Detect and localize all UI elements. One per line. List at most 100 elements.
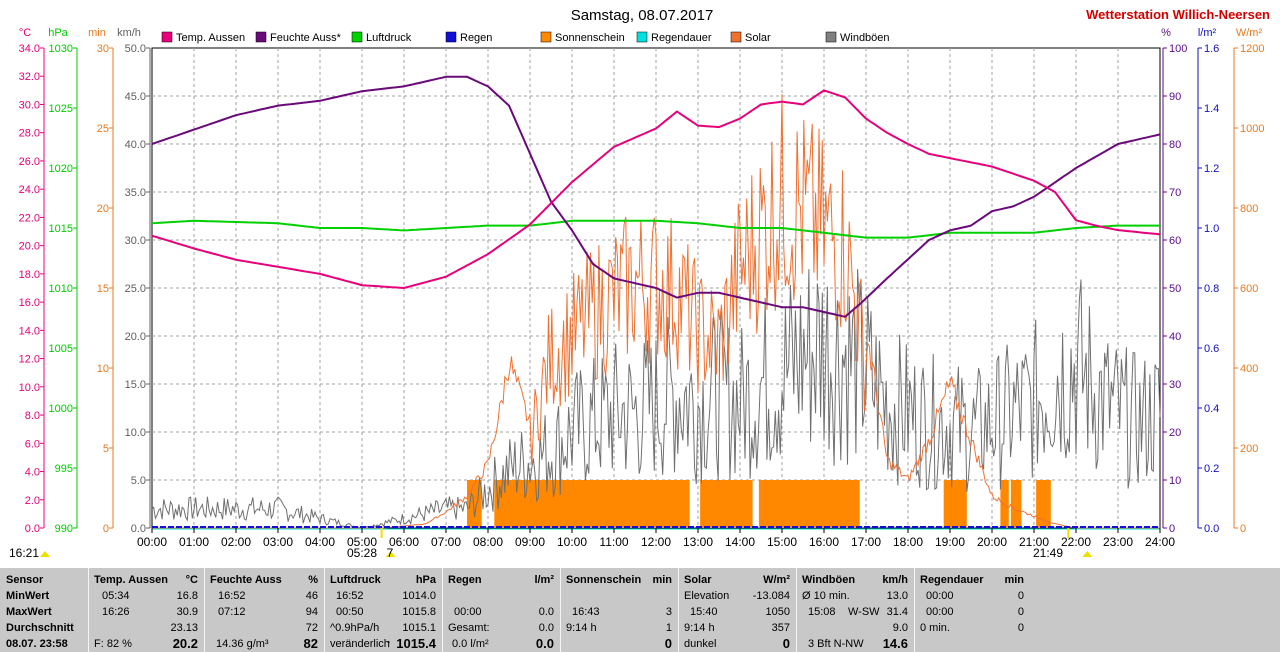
stats-press-min-val: 1014.0 <box>402 590 436 602</box>
temperature-line <box>151 89 1161 290</box>
stats-rain-r3-left: Gesamt: <box>448 622 490 634</box>
rain-axis-tick-label: 1.4 <box>1204 103 1219 115</box>
stats-wind-unit: km/h <box>882 574 908 586</box>
temp-axis-tick-label: 34.0 <box>19 43 40 55</box>
stats-temp-current: 20.2 <box>172 636 198 651</box>
temp-axis-tick-label: 18.0 <box>19 269 40 281</box>
stats-temp-footer-left: F: 82 % <box>94 638 132 650</box>
x-axis: 00:00 01:00 02:00 03:00 04:00 05:00 06:00 07:00… <box>137 528 1175 557</box>
legend-label: Temp. Aussen <box>176 32 245 44</box>
sunset-time-label: 21:49 <box>1033 546 1063 560</box>
weather-chart: Samstag, 08.07.2017 Wetterstation Willic… <box>9 7 1270 560</box>
sunshine-bar <box>1036 480 1051 528</box>
legend-swatch <box>540 31 552 43</box>
x-tick-label: 05:00 <box>347 535 377 549</box>
unit-solar: W/m² <box>1236 27 1263 39</box>
humidity-axis-tick-label: 80 <box>1169 139 1181 151</box>
stats-sun-header: Sonnenschein <box>566 574 642 586</box>
stats-temp-min-time: 05:34 <box>102 590 130 602</box>
legend-swatch <box>636 31 648 43</box>
x-tick-label: 21:00 <box>1019 535 1049 549</box>
stats-rain-r2-left: 00:00 <box>454 606 482 618</box>
pressure-axis-tick-label: 1020 <box>49 163 73 175</box>
rain-axis-tick-label: 0.6 <box>1204 343 1219 355</box>
temp-axis-tick-label: 24.0 <box>19 184 40 196</box>
solar-axis-tick-label: 200 <box>1240 443 1258 455</box>
legend-label: Luftdruck <box>366 32 412 44</box>
stats-hum-footer-left: 14.36 g/m³ <box>216 638 269 650</box>
sunrise-icon <box>385 551 396 557</box>
stats-wind-r2-left: 15:08 <box>808 606 836 618</box>
temp-axis-tick-label: 10.0 <box>19 382 40 394</box>
stats-temp-header: Temp. Aussen <box>94 574 168 586</box>
stats-col-solar: Solar W/m² Elevation -13.084 15:40 1050 9:1… <box>678 568 797 652</box>
current-time-marker <box>40 551 50 557</box>
sunrise-time-label: 05:28 <box>347 546 377 560</box>
temp-axis-tick-label: 8.0 <box>25 410 40 422</box>
stats-sun-r3-left: 9:14 h <box>566 622 597 634</box>
unit-humidity: % <box>1161 27 1171 39</box>
stats-wind-current: 14.6 <box>882 636 908 651</box>
stats-raindur-r3-val: 0 <box>1017 622 1024 634</box>
stats-raindur-header: Regendauer <box>920 574 984 586</box>
stats-solar-r1-left: Elevation <box>684 590 730 602</box>
humidity-axis-tick-label: 70 <box>1169 187 1181 199</box>
x-tick-label: 00:00 <box>137 535 167 549</box>
minutes-axis-tick-label: 0 <box>103 523 109 535</box>
temp-axis-tick-label: 6.0 <box>25 438 40 450</box>
stats-wind-r2-direction: W-SW <box>848 606 880 618</box>
unit-wind: km/h <box>117 27 141 39</box>
stats-raindur-r1-left: 00:00 <box>926 590 954 602</box>
stats-rain-header: Regen <box>448 574 482 586</box>
rain-axis-tick-label: 1.0 <box>1204 223 1219 235</box>
x-tick-label: 16:00 <box>809 535 839 549</box>
legend-label: Windböen <box>840 32 890 44</box>
stats-press-arrow-icon: ↑ <box>386 638 392 650</box>
x-tick-label: 19:00 <box>935 535 965 549</box>
rain-axis-tick-label: 0.0 <box>1204 523 1219 535</box>
stats-col-sunshine: Sonnenschein min 16:43 3 9:14 h 1 0 <box>560 568 679 652</box>
temp-axis-tick-label: 12.0 <box>19 354 40 366</box>
stats-raindur-r2-left: 00:00 <box>926 606 954 618</box>
stats-wind-footer-left: 3 Bft N-NW <box>808 638 864 650</box>
x-tick-label: 11:00 <box>599 535 628 549</box>
solar-axis-tick-label: 800 <box>1240 203 1258 215</box>
x-tick-label: 06:00 <box>389 535 419 549</box>
stats-row-min: MinWert <box>6 590 50 602</box>
stats-rain-current: 0.0 <box>535 636 554 651</box>
pressure-axis-tick-label: 1030 <box>49 43 73 55</box>
x-tick-label: 03:00 <box>263 535 293 549</box>
minutes-axis-tick-label: 15 <box>97 283 109 295</box>
pressure-axis-tick-label: 990 <box>55 523 73 535</box>
legend-swatch <box>161 31 173 43</box>
stats-press-current: 1015.4 <box>396 636 436 651</box>
minutes-axis-tick-label: 10 <box>97 363 109 375</box>
x-tick-label: 20:00 <box>977 535 1007 549</box>
x-tick-label: 09:00 <box>515 535 545 549</box>
stats-sun-current: 0 <box>664 636 672 651</box>
temp-axis-tick-label: 20.0 <box>19 241 40 253</box>
stats-col-rain: Regen l/m² 00:00 0.0 Gesamt: 0.0 0.0 l/m² 0.… <box>442 568 561 652</box>
stats-hum-avg: 72 <box>305 622 318 634</box>
humidity-line <box>151 75 1161 318</box>
sunshine-bar <box>1010 480 1022 528</box>
pressure-line <box>151 219 1160 239</box>
humidity-axis-tick-label: 30 <box>1169 379 1181 391</box>
minutes-axis-tick-label: 20 <box>97 203 109 215</box>
minutes-axis-tick-label: 25 <box>97 123 109 135</box>
stats-wind-r1-val: 13.0 <box>886 590 908 602</box>
wind-axis-tick-label: 50.0 <box>125 43 146 55</box>
legend-label: Sonnenschein <box>555 32 625 44</box>
stats-rain-footer-left: 0.0 l/m² <box>452 638 489 650</box>
stats-col-temp: Temp. Aussen °C 05:34 16.8 16:26 30.9 23.13… <box>88 568 205 652</box>
sunset-icon <box>1082 551 1093 557</box>
stats-col-wind: Windböen km/h Ø 10 min. 13.0 15:08 W-SW 31.4… <box>796 568 915 652</box>
windgust-line <box>151 268 1161 529</box>
legend-label: Regen <box>460 32 492 44</box>
stats-row-max: MaxWert <box>6 606 52 618</box>
wind-axis-tick-label: 5.0 <box>131 475 146 487</box>
x-tick-label: 01:00 <box>179 535 209 549</box>
minutes-axis-tick-label: 30 <box>97 43 109 55</box>
stats-sun-r2-val: 3 <box>665 606 672 618</box>
stats-solar-r3-left: 9:14 h <box>684 622 715 634</box>
